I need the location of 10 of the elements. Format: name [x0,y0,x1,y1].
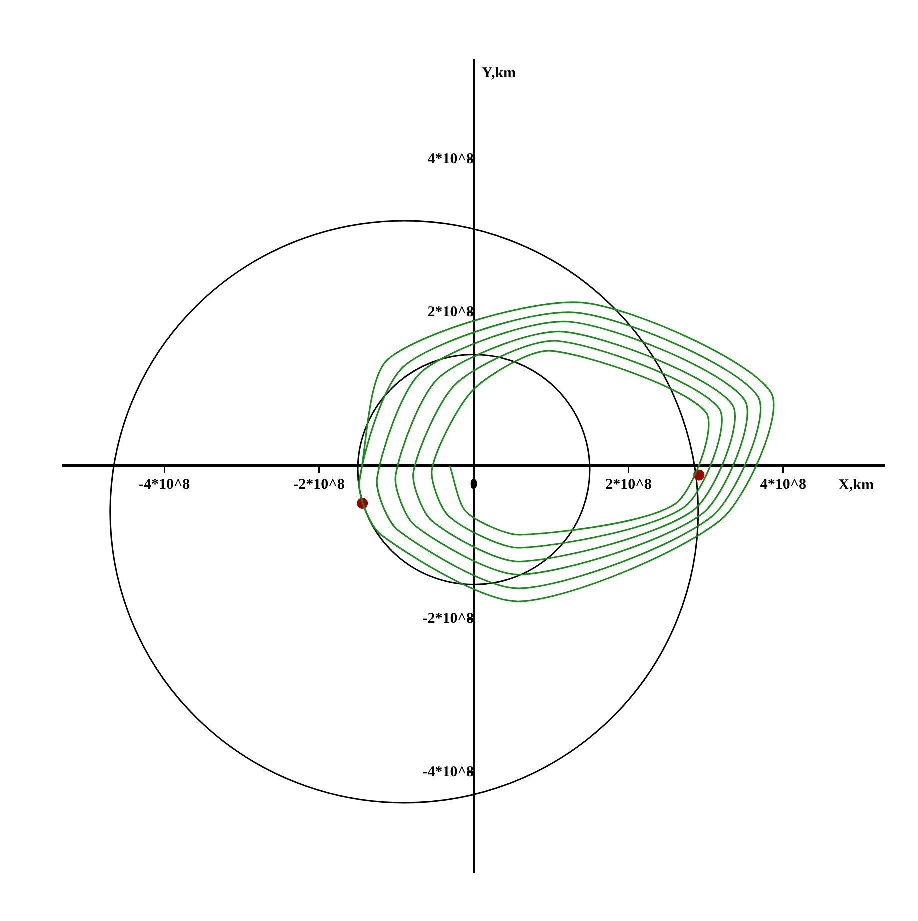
y-tick-label: 2*10^8 [428,304,474,321]
y-tick-label: -2*10^8 [422,611,474,628]
y-tick-label: -4*10^8 [422,764,474,780]
y-tick-label: 4*10^8 [428,151,474,168]
x-tick-label: 4*10^8 [760,476,807,493]
y-axis-title: Y,km [482,65,517,82]
x-axis-title: X,km [838,477,875,494]
x-tick-label: 2*10^8 [606,476,652,493]
x-tick-label: -4*10^8 [138,476,190,493]
x-tick-label: -2*10^8 [294,476,345,493]
